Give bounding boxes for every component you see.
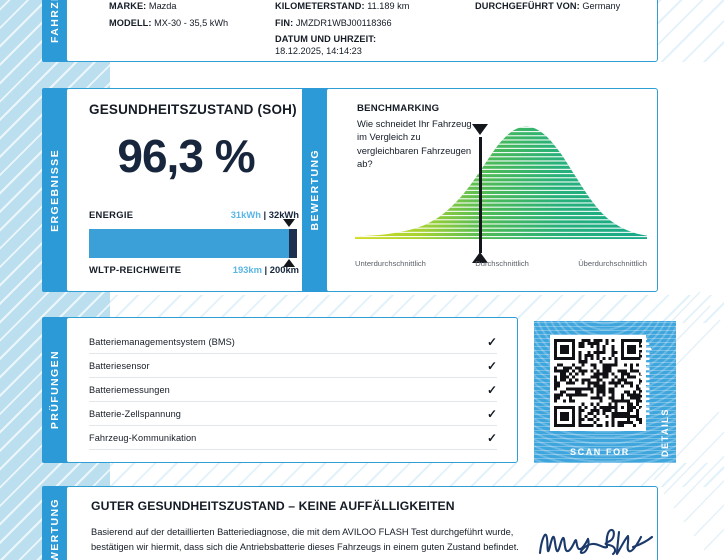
benchmark-bell-curve xyxy=(355,126,647,240)
summary-card: GUTER GESUNDHEITSZUSTAND – KEINE AUFFÄLL… xyxy=(66,486,658,560)
qr-panel[interactable]: SCAN FOR DETAILS xyxy=(534,321,676,463)
qr-code[interactable] xyxy=(550,335,646,431)
benchmark-axis-center: Durchschnittlich xyxy=(475,259,529,268)
check-row: Batterie-Zellspannung ✓ xyxy=(89,402,497,426)
check-icon: ✓ xyxy=(486,406,497,421)
vehicle-column-technical: KILOMETERSTAND: 11.189 km FIN: JMZDR1WBJ… xyxy=(275,1,409,56)
soh-marker-down-icon xyxy=(283,219,296,227)
vehicle-performed-by-row: DURCHGEFÜHRT VON: Germany xyxy=(475,1,620,11)
check-icon: ✓ xyxy=(486,382,497,397)
vehicle-vin-label: FIN: xyxy=(275,17,294,28)
soh-capacity-bar xyxy=(89,229,297,258)
vehicle-odometer-row: KILOMETERSTAND: 11.189 km xyxy=(275,1,409,11)
vehicle-model-label: MODELL: xyxy=(109,17,152,28)
checks-list: Batteriemanagementsystem (BMS) ✓ Batteries… xyxy=(89,330,497,450)
soh-range-current: 193km xyxy=(232,264,262,275)
check-row: Batteriemanagementsystem (BMS) ✓ xyxy=(89,330,497,354)
vehicle-datetime-label: DATUM UND UHRZEIT: xyxy=(275,34,377,44)
vehicle-vin-value: JMZDR1WBJ00118366 xyxy=(295,17,392,28)
qr-code-image xyxy=(554,339,642,427)
soh-range-separator: | xyxy=(261,264,270,275)
summary-title: GUTER GESUNDHEITSZUSTAND – KEINE AUFFÄLL… xyxy=(91,499,455,513)
benchmark-marker-down-icon xyxy=(472,124,488,135)
vehicle-datetime-value: 18.12.2025, 14:14:23 xyxy=(275,46,362,56)
benchmark-heading: BENCHMARKING xyxy=(357,103,440,114)
benchmark-question: Wie schneidet Ihr Fahrzeug im Vergleich … xyxy=(357,118,472,170)
qr-details-label: DETAILS xyxy=(660,407,670,457)
benchmark-card: BENCHMARKING Wie schneidet Ihr Fahrzeug … xyxy=(326,88,658,292)
soh-range-values: 193km | 200km xyxy=(233,264,299,275)
check-icon: ✓ xyxy=(486,430,497,445)
qr-scan-label: SCAN FOR xyxy=(570,447,630,457)
benchmark-axis-labels: Unterdurchschnittlich Durchschnittlich Ü… xyxy=(355,259,647,268)
vehicle-column-identity: MARKE: Mazda MODELL: MX-30 - 35,5 kWh xyxy=(109,1,228,34)
soh-capacity-bar-fill xyxy=(89,229,290,258)
check-icon: ✓ xyxy=(486,334,497,349)
soh-energy-separator: | xyxy=(260,209,269,220)
vehicle-model-value: MX-30 - 35,5 kWh xyxy=(154,17,229,28)
vehicle-brand-value: Mazda xyxy=(148,1,177,11)
check-label: Batteriemessungen xyxy=(89,384,170,395)
soh-marker-up-icon xyxy=(283,259,296,267)
check-label: Batteriemanagementsystem (BMS) xyxy=(89,336,235,347)
qr-arrow-icon xyxy=(637,335,653,415)
sidebar-item-summary-label: BEWERTUNG xyxy=(49,498,61,560)
summary-body: Basierend auf der detaillierten Batterie… xyxy=(91,527,519,553)
vehicle-info-card: MARKE: Mazda MODELL: MX-30 - 35,5 kWh KI… xyxy=(66,0,658,62)
vehicle-vin-row: FIN: JMZDR1WBJ00118366 xyxy=(275,18,409,28)
sidebar-item-vehicle[interactable]: FAHRZEUG xyxy=(42,0,68,62)
vehicle-info-grid: MARKE: Mazda MODELL: MX-30 - 35,5 kWh KI… xyxy=(67,0,657,61)
sidebar-item-checks-label: PRÜFUNGEN xyxy=(49,350,61,430)
soh-energy-values: 31kWh | 32kWh xyxy=(231,209,299,220)
benchmark-marker-up-icon xyxy=(472,252,488,263)
vehicle-datetime-row: DATUM UND UHRZEIT: xyxy=(275,34,409,44)
soh-energy-current: 31kWh xyxy=(230,209,261,220)
checks-card: Batteriemanagementsystem (BMS) ✓ Batteries… xyxy=(66,317,518,463)
check-icon: ✓ xyxy=(486,358,497,373)
soh-range-label: WLTP-REICHWEITE xyxy=(89,264,182,275)
check-row: Fahrzeug-Kommunikation ✓ xyxy=(89,426,497,450)
vehicle-brand-row: MARKE: Mazda xyxy=(109,1,228,11)
signature xyxy=(538,528,654,556)
check-label: Batterie-Zellspannung xyxy=(89,408,181,419)
vehicle-performed-by-label: DURCHGEFÜHRT VON: xyxy=(475,1,580,11)
benchmark-axis-left: Unterdurchschnittlich xyxy=(355,259,426,268)
soh-title: GESUNDHEITSZUSTAND (SOH) xyxy=(89,102,297,117)
background-diagonal-bottom xyxy=(110,463,724,487)
check-row: Batteriemessungen ✓ xyxy=(89,378,497,402)
benchmark-heading-block: BENCHMARKING Wie schneidet Ihr Fahrzeug … xyxy=(357,103,482,170)
soh-energy-row: ENERGIE 31kWh | 32kWh xyxy=(89,209,299,220)
benchmark-position-line xyxy=(479,137,483,253)
vehicle-odometer-value: 11.189 km xyxy=(367,1,410,11)
soh-energy-total: 32kWh xyxy=(268,209,299,220)
check-label: Batteriesensor xyxy=(89,360,150,371)
check-row: Batteriesensor ✓ xyxy=(89,354,497,378)
vehicle-model-row: MODELL: MX-30 - 35,5 kWh xyxy=(109,18,228,28)
sidebar-item-checks[interactable]: PRÜFUNGEN xyxy=(42,317,68,463)
sidebar-item-rating[interactable]: BEWERTUNG xyxy=(302,88,328,292)
sidebar-item-summary[interactable]: BEWERTUNG xyxy=(42,486,68,560)
soh-range-row: WLTP-REICHWEITE 193km | 200km xyxy=(89,264,299,275)
soh-range-total: 200km xyxy=(269,264,299,275)
sidebar-item-results[interactable]: ERGEBNISSE xyxy=(42,88,68,292)
sidebar-item-results-label: ERGEBNISSE xyxy=(49,148,61,232)
soh-value: 96,3 % xyxy=(117,130,255,182)
check-label: Fahrzeug-Kommunikation xyxy=(89,432,197,443)
soh-card: GESUNDHEITSZUSTAND (SOH) 96,3 % ENERGIE … xyxy=(66,88,314,292)
benchmark-axis-right: Überdurchschnittlich xyxy=(578,259,647,268)
vehicle-odometer-label: KILOMETERSTAND: xyxy=(275,1,365,11)
vehicle-column-provenance: DURCHGEFÜHRT VON: Germany xyxy=(475,1,620,18)
sidebar-item-rating-label: BEWERTUNG xyxy=(309,149,321,231)
soh-energy-label: ENERGIE xyxy=(89,209,134,220)
sidebar-item-vehicle-label: FAHRZEUG xyxy=(49,0,61,43)
vehicle-performed-by-value: Germany xyxy=(582,1,621,11)
vehicle-brand-label: MARKE: xyxy=(109,1,147,11)
